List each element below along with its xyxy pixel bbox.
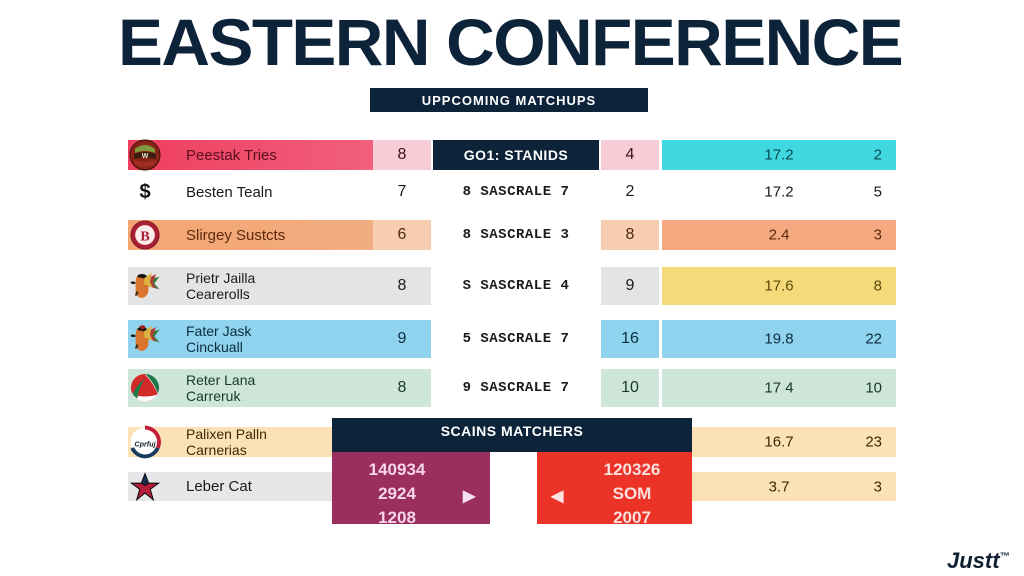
svg-text:B: B bbox=[140, 229, 149, 245]
svg-text:W: W bbox=[142, 153, 149, 160]
svg-text:Cprfuj: Cprfuj bbox=[134, 439, 156, 448]
